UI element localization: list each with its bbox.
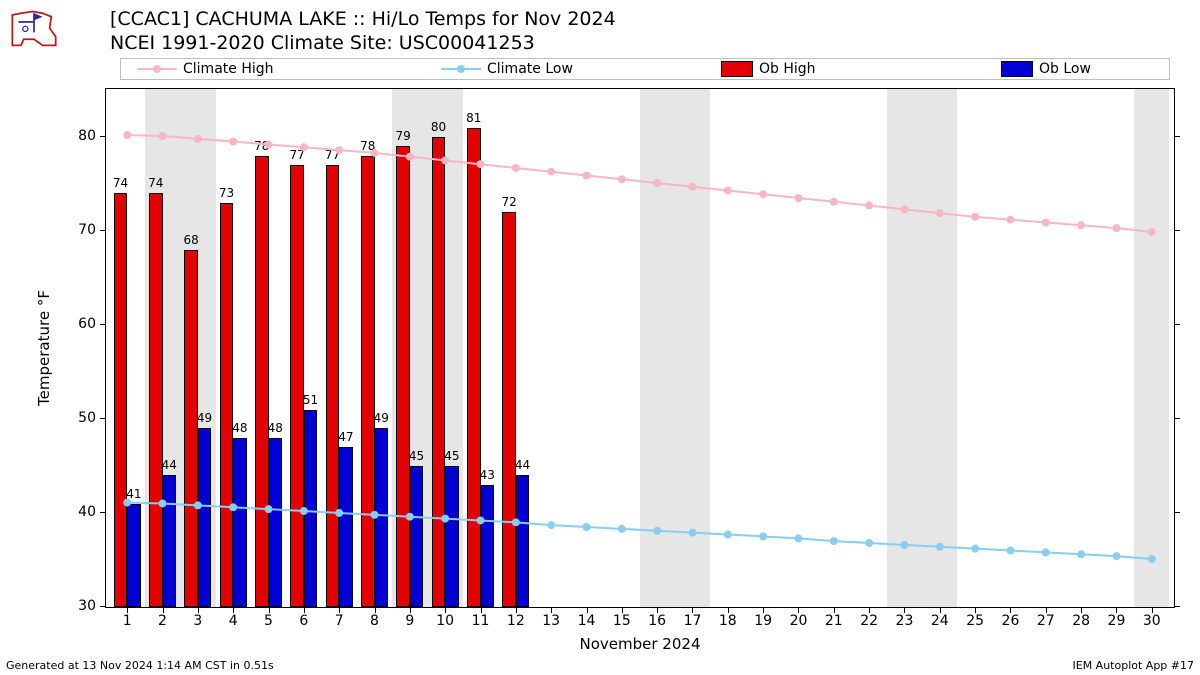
x-tick-label: 1 (123, 613, 132, 629)
x-tick-label: 11 (472, 613, 490, 629)
chart-title: [CCAC1] CACHUMA LAKE :: Hi/Lo Temps for … (110, 8, 616, 56)
x-tick-label: 3 (193, 613, 202, 629)
y-tick-label: 50 (78, 410, 96, 426)
x-tick-label: 14 (578, 613, 596, 629)
legend-label-ob-low: Ob Low (1039, 61, 1091, 77)
y-tick-label: 70 (78, 222, 96, 238)
legend-swatch-ob-high (721, 61, 753, 77)
x-tick-label: 20 (790, 613, 808, 629)
footer-generated: Generated at 13 Nov 2024 1:14 AM CST in … (6, 659, 274, 672)
plot-area: 3040506070801234567891011121314151617181… (105, 88, 1175, 608)
x-tick-label: 29 (1108, 613, 1126, 629)
iem-logo (8, 6, 60, 50)
x-axis-label: November 2024 (580, 635, 701, 653)
footer-app: IEM Autoplot App #17 (1073, 659, 1195, 672)
legend: Climate High Climate Low Ob High Ob Low (120, 58, 1170, 80)
x-tick-label: 2 (158, 613, 167, 629)
y-tick-label: 60 (78, 316, 96, 332)
x-tick-label: 16 (648, 613, 666, 629)
x-tick-label: 4 (229, 613, 238, 629)
x-tick-label: 12 (507, 613, 525, 629)
legend-label-climate-low: Climate Low (487, 61, 573, 77)
x-tick-label: 8 (370, 613, 379, 629)
x-tick-label: 26 (1002, 613, 1020, 629)
title-line2: NCEI 1991-2020 Climate Site: USC00041253 (110, 32, 616, 56)
x-tick-label: 15 (613, 613, 631, 629)
x-tick-label: 28 (1072, 613, 1090, 629)
x-tick-label: 25 (966, 613, 984, 629)
x-tick-label: 21 (825, 613, 843, 629)
legend-label-climate-high: Climate High (183, 61, 274, 77)
x-tick-label: 30 (1143, 613, 1161, 629)
y-axis-label: Temperature °F (35, 290, 53, 406)
x-tick-label: 10 (436, 613, 454, 629)
x-tick-label: 18 (719, 613, 737, 629)
climate-low-line (106, 89, 1173, 606)
x-tick-label: 7 (335, 613, 344, 629)
y-tick-label: 30 (78, 598, 96, 614)
x-tick-label: 5 (264, 613, 273, 629)
legend-swatch-ob-low (1001, 61, 1033, 77)
legend-swatch-climate-low (441, 68, 481, 70)
y-tick-label: 80 (78, 128, 96, 144)
x-tick-label: 17 (684, 613, 702, 629)
title-line1: [CCAC1] CACHUMA LAKE :: Hi/Lo Temps for … (110, 8, 616, 32)
legend-label-ob-high: Ob High (759, 61, 816, 77)
x-tick-label: 9 (405, 613, 414, 629)
legend-swatch-climate-high (137, 68, 177, 70)
x-tick-label: 24 (931, 613, 949, 629)
x-tick-label: 22 (860, 613, 878, 629)
x-tick-label: 6 (299, 613, 308, 629)
x-tick-label: 27 (1037, 613, 1055, 629)
x-tick-label: 13 (542, 613, 560, 629)
x-tick-label: 19 (754, 613, 772, 629)
x-tick-label: 23 (896, 613, 914, 629)
y-tick-label: 40 (78, 504, 96, 520)
